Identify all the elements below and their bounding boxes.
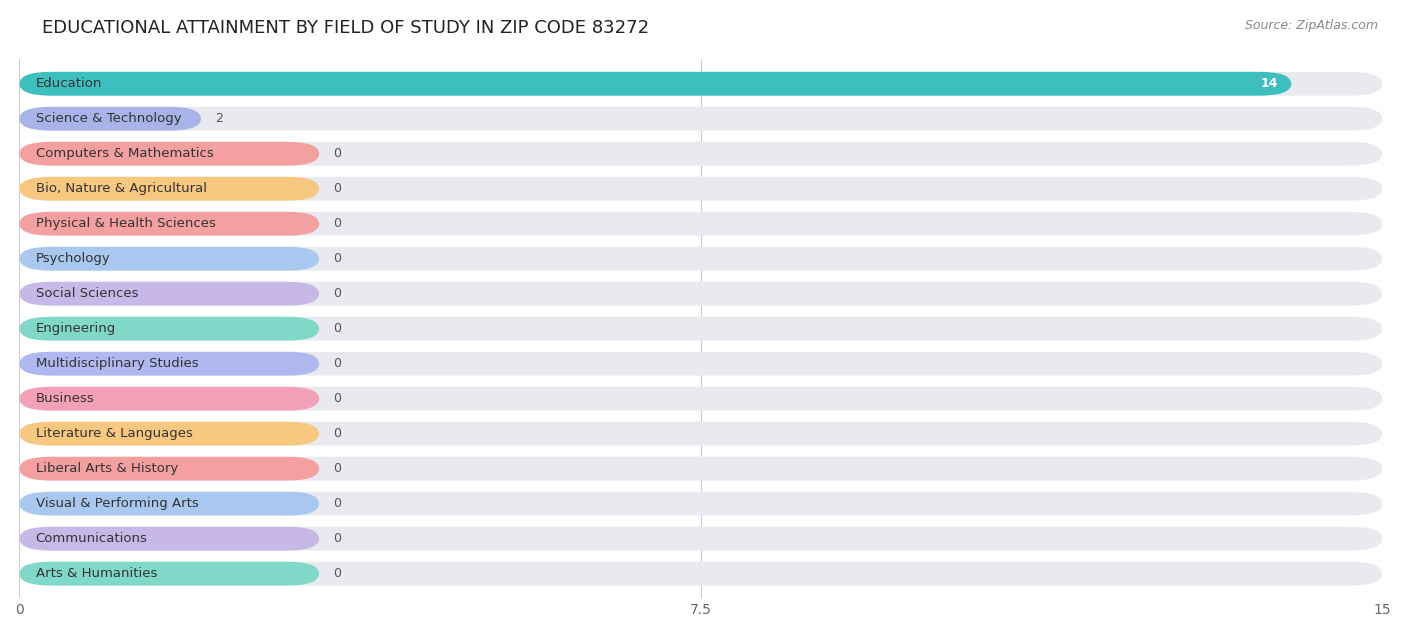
Text: Engineering: Engineering [35, 322, 115, 335]
FancyBboxPatch shape [20, 107, 201, 131]
FancyBboxPatch shape [20, 317, 319, 341]
Text: Education: Education [35, 77, 103, 90]
FancyBboxPatch shape [20, 422, 1382, 446]
FancyBboxPatch shape [20, 457, 319, 480]
FancyBboxPatch shape [20, 387, 1382, 411]
Text: 0: 0 [333, 147, 340, 161]
FancyBboxPatch shape [20, 247, 319, 270]
Text: Source: ZipAtlas.com: Source: ZipAtlas.com [1244, 19, 1378, 32]
FancyBboxPatch shape [20, 352, 1382, 375]
Text: Science & Technology: Science & Technology [35, 112, 181, 125]
Text: 0: 0 [333, 532, 340, 545]
FancyBboxPatch shape [20, 177, 1382, 200]
Text: Psychology: Psychology [35, 252, 111, 265]
Text: Social Sciences: Social Sciences [35, 287, 138, 300]
Text: 2: 2 [215, 112, 222, 125]
Text: EDUCATIONAL ATTAINMENT BY FIELD OF STUDY IN ZIP CODE 83272: EDUCATIONAL ATTAINMENT BY FIELD OF STUDY… [42, 19, 650, 37]
FancyBboxPatch shape [20, 72, 1382, 95]
Text: 0: 0 [333, 287, 340, 300]
FancyBboxPatch shape [20, 526, 319, 550]
Text: 0: 0 [333, 217, 340, 230]
FancyBboxPatch shape [20, 457, 1382, 480]
Text: Physical & Health Sciences: Physical & Health Sciences [35, 217, 215, 230]
FancyBboxPatch shape [20, 107, 1382, 131]
FancyBboxPatch shape [20, 422, 319, 446]
FancyBboxPatch shape [20, 247, 1382, 270]
Text: Visual & Performing Arts: Visual & Performing Arts [35, 497, 198, 510]
FancyBboxPatch shape [20, 317, 1382, 341]
Text: 0: 0 [333, 182, 340, 195]
Text: 0: 0 [333, 357, 340, 370]
Text: Computers & Mathematics: Computers & Mathematics [35, 147, 214, 161]
FancyBboxPatch shape [20, 352, 319, 375]
Text: 14: 14 [1260, 77, 1278, 90]
FancyBboxPatch shape [20, 562, 1382, 585]
FancyBboxPatch shape [20, 492, 1382, 516]
FancyBboxPatch shape [20, 142, 1382, 166]
FancyBboxPatch shape [20, 282, 1382, 306]
Text: 0: 0 [333, 497, 340, 510]
FancyBboxPatch shape [20, 177, 319, 200]
FancyBboxPatch shape [20, 142, 319, 166]
FancyBboxPatch shape [20, 212, 1382, 236]
Text: 0: 0 [333, 252, 340, 265]
FancyBboxPatch shape [20, 212, 319, 236]
Text: Arts & Humanities: Arts & Humanities [35, 567, 157, 580]
FancyBboxPatch shape [20, 562, 319, 585]
Text: Multidisciplinary Studies: Multidisciplinary Studies [35, 357, 198, 370]
Text: Business: Business [35, 392, 94, 405]
Text: 0: 0 [333, 567, 340, 580]
FancyBboxPatch shape [20, 72, 1291, 95]
Text: Literature & Languages: Literature & Languages [35, 427, 193, 440]
Text: 0: 0 [333, 322, 340, 335]
Text: Communications: Communications [35, 532, 148, 545]
Text: 0: 0 [333, 462, 340, 475]
Text: 0: 0 [333, 427, 340, 440]
Text: 0: 0 [333, 392, 340, 405]
FancyBboxPatch shape [20, 526, 1382, 550]
Text: Bio, Nature & Agricultural: Bio, Nature & Agricultural [35, 182, 207, 195]
FancyBboxPatch shape [20, 387, 319, 411]
FancyBboxPatch shape [20, 492, 319, 516]
FancyBboxPatch shape [20, 282, 319, 306]
Text: Liberal Arts & History: Liberal Arts & History [35, 462, 179, 475]
